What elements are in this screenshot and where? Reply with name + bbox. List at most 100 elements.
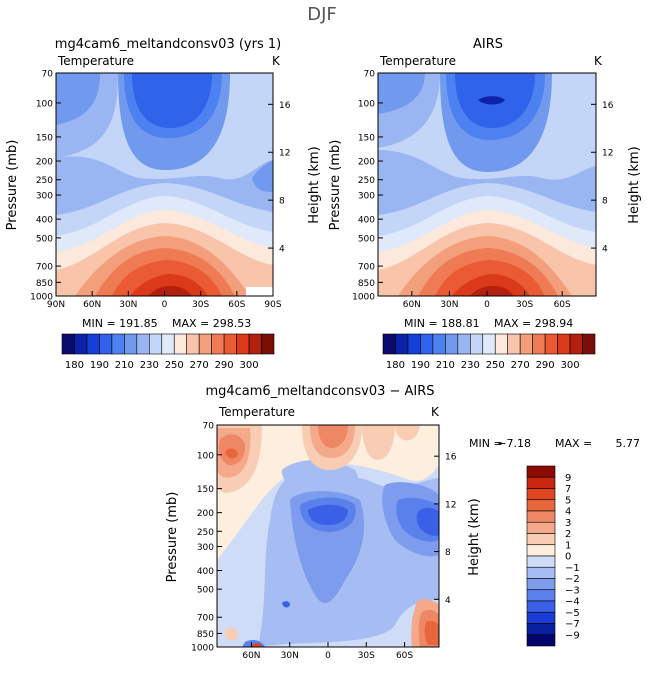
colorbar-label: 190 (411, 360, 430, 371)
panel-obs-colorbar: 180 190 210 230 250 270 290 300 (382, 333, 596, 371)
panel-2-xtick-label: 60S (396, 651, 413, 661)
colorbar-swatch (526, 533, 556, 546)
colorbar-label: 0 (565, 552, 571, 563)
colorbar-swatch (526, 566, 556, 579)
panel-diff-ylabel: Pressure (mb) (165, 492, 180, 583)
colorbar-label: 3 (565, 518, 571, 529)
panel-diff-variable-label: Temperature (218, 405, 295, 419)
panel-2-ytick-label: 100 (197, 451, 214, 461)
panel-diff-min-text: MIN = (469, 437, 503, 450)
colorbar-swatch (494, 333, 509, 355)
panel-obs-axes: 70 100 150 200 250 300 400 500 700 850 1000 16 12 8 4 6… (352, 70, 614, 311)
panel-model-colorbar: 180 190 210 230 250 270 290 300 (61, 333, 275, 371)
panel-model: mg4cam6_meltandconsv03 (yrs 1) Temperatu… (5, 37, 322, 371)
colorbar-label: 4 (565, 507, 571, 518)
panel-1-y2tick-label: 4 (602, 245, 608, 255)
panel-diff-title: mg4cam6_meltandconsv03 − AIRS (205, 384, 434, 399)
panel-0-y2tick-label: 4 (279, 245, 285, 255)
colorbar-label: 290 (215, 360, 234, 371)
panel-2-ytick-label: 250 (197, 528, 214, 538)
panel-2-ytick-label: 500 (197, 586, 214, 596)
colorbar-label: −3 (565, 585, 580, 596)
panel-1-ytick-label: 70 (364, 70, 376, 80)
panel-diff-contours (217, 425, 439, 647)
panel-obs-title: AIRS (473, 37, 503, 52)
colorbar-label: −4 (565, 597, 580, 608)
colorbar-label: 210 (115, 360, 134, 371)
panel-diff: mg4cam6_meltandconsv03 − AIRS Temperatur… (165, 384, 640, 661)
panel-0-y2tick-label: 8 (279, 197, 285, 207)
colorbar-swatch (457, 333, 471, 355)
panel-1-y2tick-label: 8 (602, 197, 608, 207)
colorbar-swatch (526, 611, 556, 624)
colorbar-swatch (582, 333, 596, 355)
colorbar-swatch (445, 333, 459, 355)
panel-1-xtick-label: 30N (440, 300, 458, 310)
panel-0-xtick-label: 30N (119, 300, 137, 310)
panel-diff-max-value: 5.77 (616, 437, 641, 450)
panel-1-ytick-label: 1000 (352, 293, 375, 303)
colorbar-swatch (526, 544, 556, 557)
panel-2-y2tick-label: 4 (445, 596, 451, 606)
panel-1-y2tick-label: 16 (602, 101, 614, 111)
panel-diff-min-value: −7.18 (497, 437, 531, 450)
colorbar-swatch (173, 333, 188, 355)
panel-0-xtick-label: 0 (162, 300, 168, 310)
colorbar-label: 250 (165, 360, 184, 371)
colorbar-swatch (526, 555, 556, 568)
panel-1-ytick-label: 500 (358, 234, 375, 244)
colorbar-label: 290 (536, 360, 555, 371)
panel-model-y2label: Height (km) (307, 146, 322, 223)
panel-0-ytick-label: 850 (36, 279, 53, 289)
panel-diff-y2label: Height (km) (467, 498, 482, 575)
colorbar-swatch (544, 333, 558, 355)
panel-model-min-label: MIN = 191.85 (82, 317, 158, 330)
panel-2-ytick-label: 700 (197, 614, 214, 624)
panel-diff-units-label: K (431, 405, 440, 419)
panel-0-xtick-label: 30S (192, 300, 209, 310)
panel-0-xtick-label: 90S (264, 300, 281, 310)
panel-obs-variable-label: Temperature (379, 54, 456, 68)
colorbar-swatch (420, 333, 434, 355)
colorbar-swatch (382, 333, 396, 355)
colorbar-swatch (432, 333, 446, 355)
panel-obs: AIRS Temperature K 70 100 150 200 250 300 400 5… (328, 37, 642, 371)
panel-2-ytick-label: 300 (197, 543, 214, 553)
panel-2-xtick-label: 0 (325, 651, 331, 661)
panel-2-y2tick-label: 16 (445, 453, 457, 463)
colorbar-label: 9 (565, 473, 571, 484)
colorbar-swatch (526, 623, 556, 636)
colorbar-swatch (186, 333, 200, 355)
colorbar-swatch (61, 333, 75, 355)
panel-0-y2tick-label: 12 (279, 149, 290, 159)
colorbar-label: 2 (565, 529, 571, 540)
colorbar-swatch (507, 333, 521, 355)
colorbar-label: 270 (511, 360, 530, 371)
colorbar-label: −2 (565, 574, 580, 585)
panel-2-ytick-label: 1000 (191, 644, 214, 654)
panel-1-ytick-label: 200 (358, 158, 375, 168)
panel-obs-contours (378, 73, 596, 296)
colorbar-swatch (161, 333, 175, 355)
panel-obs-max-label: MAX = 298.94 (494, 317, 573, 330)
panel-2-xtick-label: 30N (281, 651, 299, 661)
colorbar-swatch (395, 333, 409, 355)
colorbar-label: 300 (240, 360, 259, 371)
panel-0-ytick-label: 1000 (30, 293, 53, 303)
colorbar-label: 210 (436, 360, 455, 371)
colorbar-label: 190 (90, 360, 109, 371)
panel-0-ytick-label: 100 (36, 99, 53, 109)
panel-1-y2tick-label: 12 (602, 149, 613, 159)
panel-1-ytick-label: 250 (358, 176, 375, 186)
colorbar-swatch (526, 488, 556, 501)
panel-model-title: mg4cam6_meltandconsv03 (yrs 1) (55, 37, 281, 52)
colorbar-label: 7 (565, 484, 571, 495)
colorbar-swatch (261, 333, 275, 355)
panel-2-ytick-label: 400 (197, 567, 214, 577)
colorbar-label: −1 (565, 563, 580, 574)
panel-1-xtick-label: 0 (484, 300, 490, 310)
panel-0-ytick-label: 500 (36, 234, 53, 244)
panel-2-y2tick-label: 12 (445, 500, 456, 510)
